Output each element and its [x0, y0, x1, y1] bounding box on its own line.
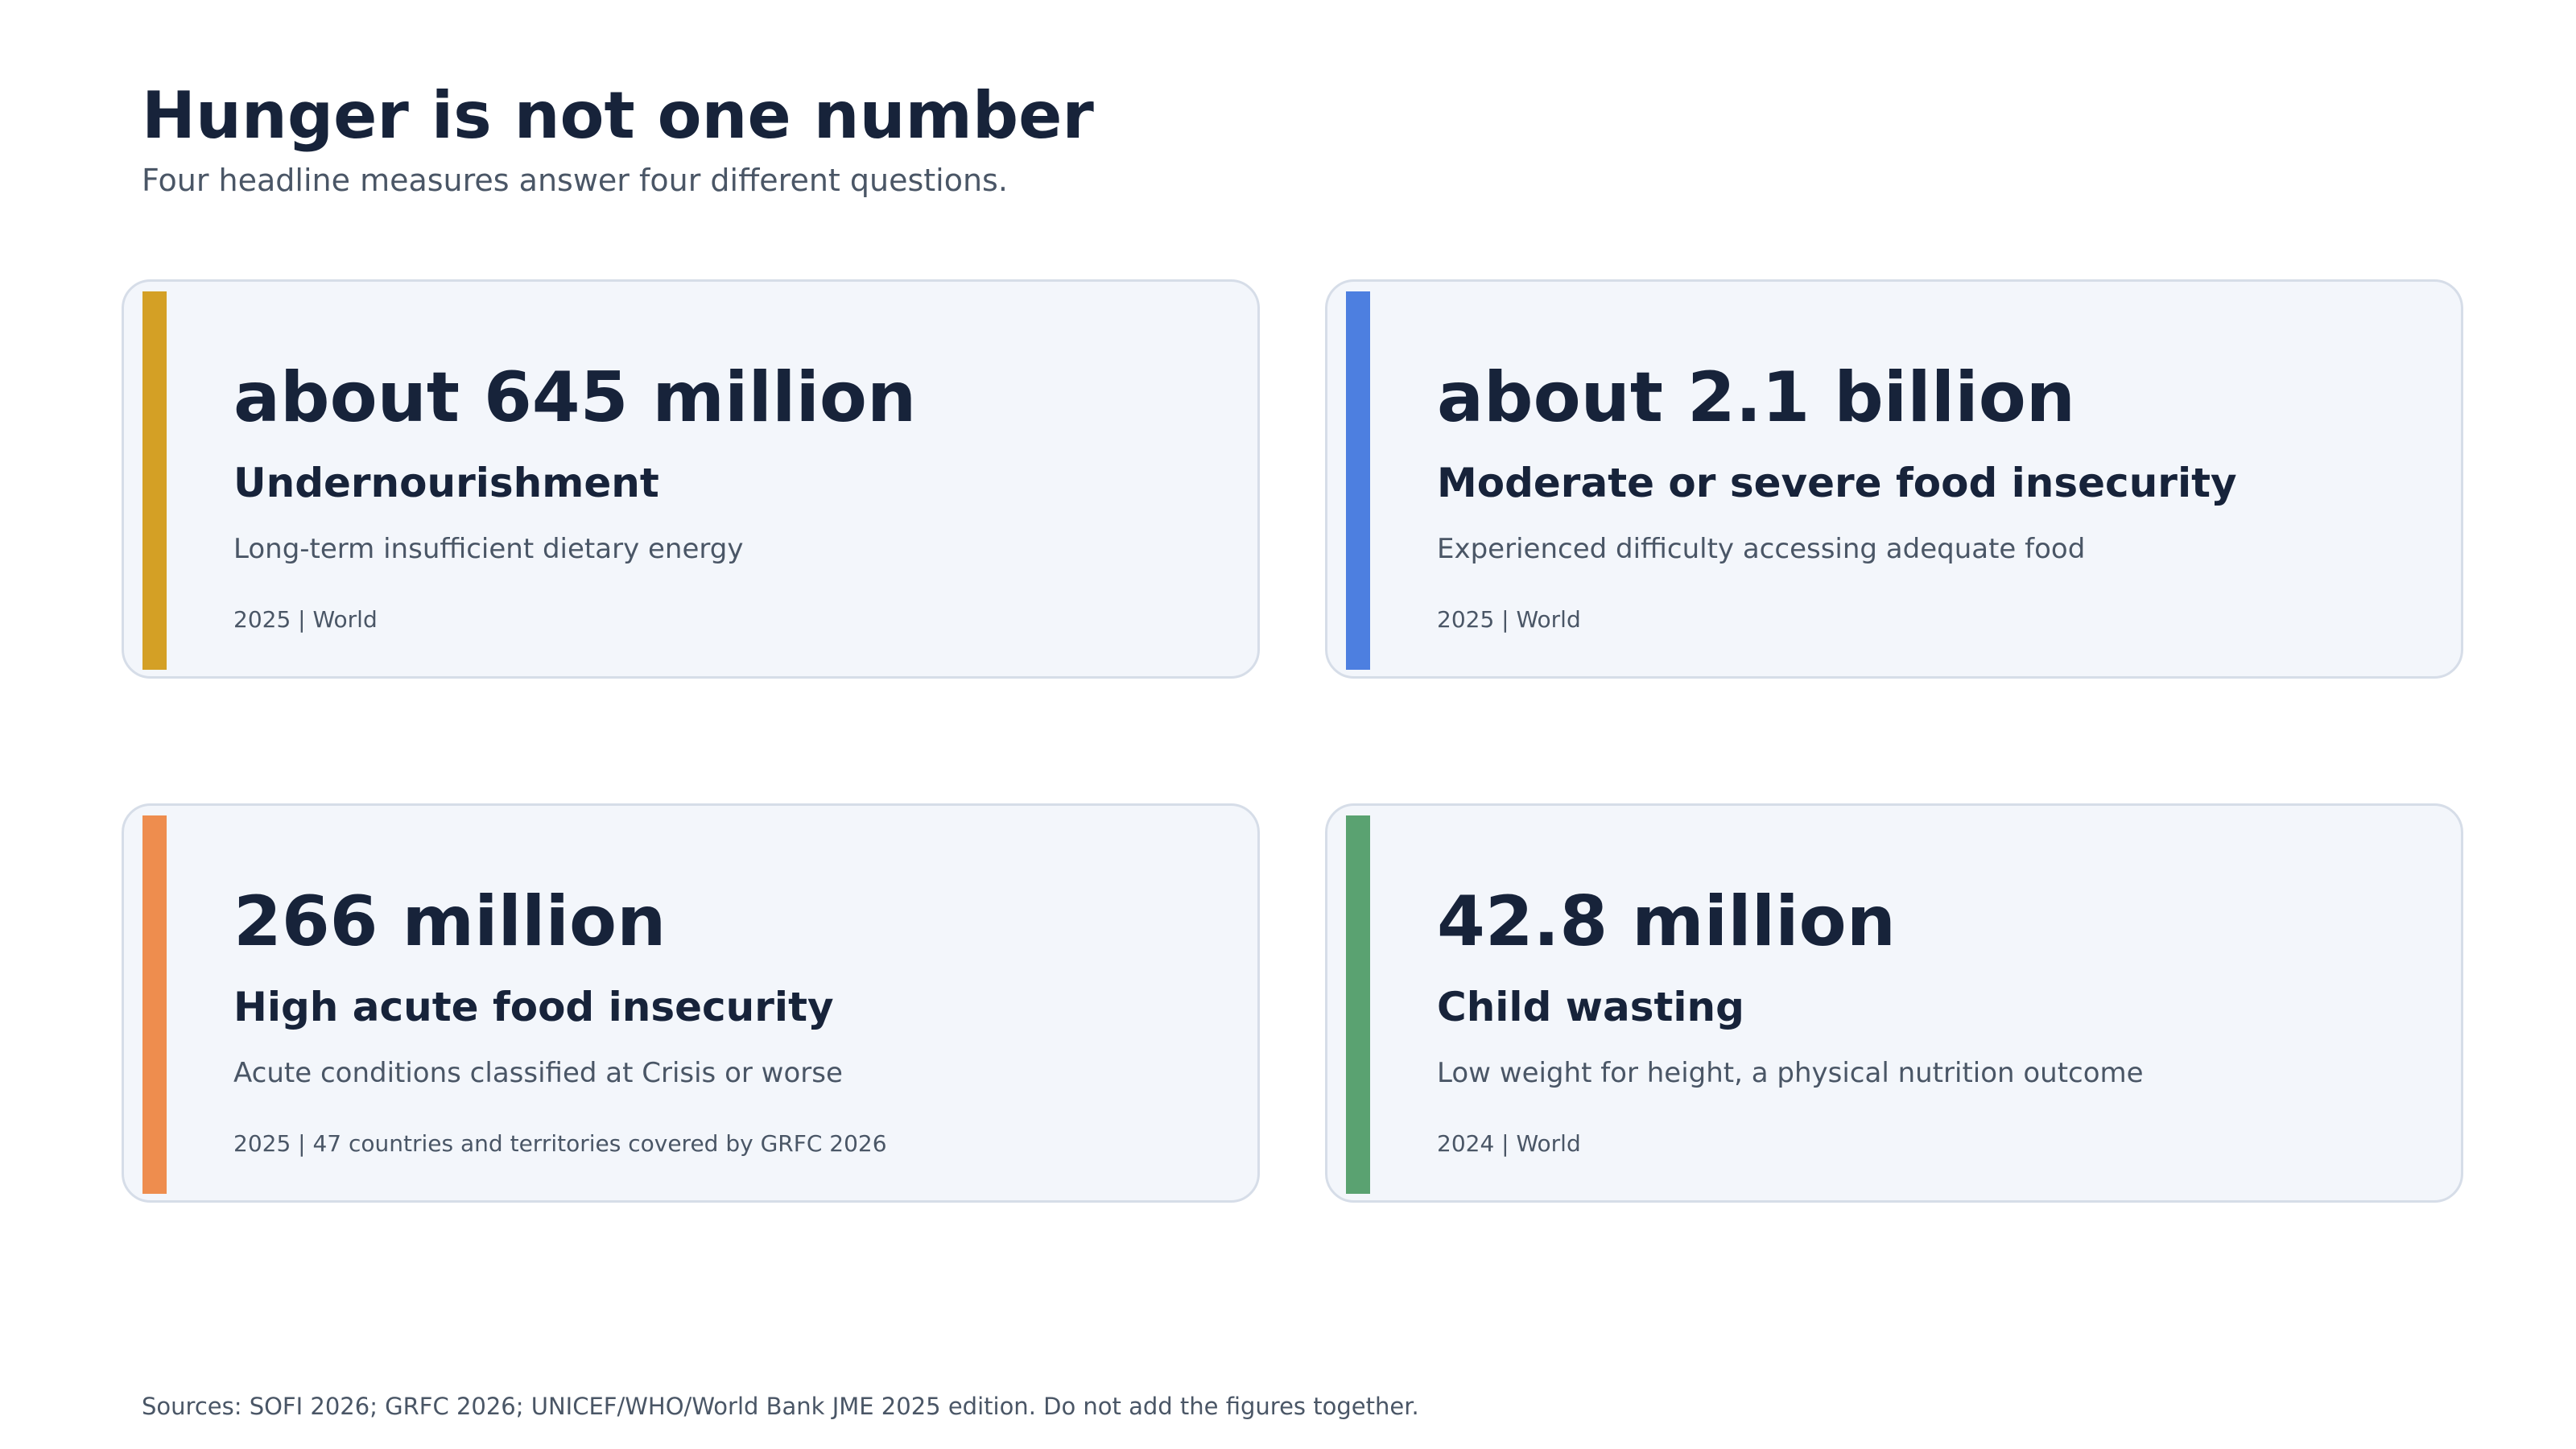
- card-measure-title: Child wasting: [1437, 984, 1744, 1030]
- card-measure-title: Moderate or severe food insecurity: [1437, 460, 2237, 506]
- card-meta: 2025 | World: [1437, 606, 1581, 633]
- card-figure: 42.8 million: [1437, 881, 1896, 962]
- card-description: Long-term insufficient dietary energy: [233, 533, 744, 565]
- card-accent-bar: [1346, 291, 1370, 670]
- card-measure-title: High acute food insecurity: [233, 984, 834, 1030]
- card-meta: 2025 | World: [233, 606, 378, 633]
- measure-card-acute-food-insecurity: 266 million High acute food insecurity A…: [122, 803, 1260, 1203]
- card-accent-bar: [142, 815, 167, 1194]
- card-meta: 2025 | 47 countries and territories cove…: [233, 1130, 887, 1157]
- card-figure: about 645 million: [233, 357, 917, 438]
- card-figure: about 2.1 billion: [1437, 357, 2076, 438]
- card-accent-bar: [1346, 815, 1370, 1194]
- card-meta: 2024 | World: [1437, 1130, 1581, 1157]
- card-measure-title: Undernourishment: [233, 460, 659, 506]
- measure-card-food-insecurity: about 2.1 billion Moderate or severe foo…: [1325, 279, 2463, 679]
- card-accent-bar: [142, 291, 167, 670]
- page-subtitle: Four headline measures answer four diffe…: [142, 163, 1008, 198]
- card-description: Low weight for height, a physical nutrit…: [1437, 1057, 2144, 1089]
- card-description: Experienced difficulty accessing adequat…: [1437, 533, 2086, 565]
- card-figure: 266 million: [233, 881, 667, 962]
- measure-card-undernourishment: about 645 million Undernourishment Long-…: [122, 279, 1260, 679]
- card-description: Acute conditions classified at Crisis or…: [233, 1057, 843, 1089]
- sources-note: Sources: SOFI 2026; GRFC 2026; UNICEF/WH…: [142, 1393, 1419, 1420]
- page-title: Hunger is not one number: [142, 78, 1094, 153]
- measure-card-child-wasting: 42.8 million Child wasting Low weight fo…: [1325, 803, 2463, 1203]
